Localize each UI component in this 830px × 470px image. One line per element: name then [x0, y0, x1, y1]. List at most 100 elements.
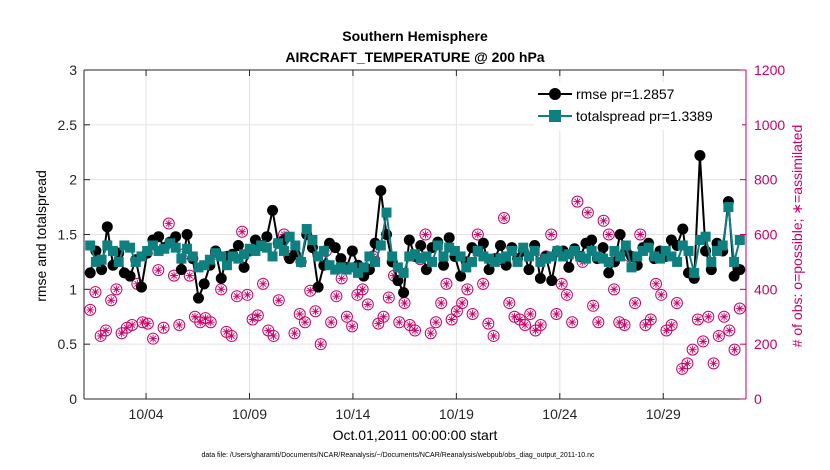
- obs-assimilated-point: [238, 227, 247, 236]
- obs-possible-point: [409, 324, 421, 337]
- obs-possible-point: [487, 329, 500, 342]
- obs-assimilated-point: [243, 290, 252, 299]
- obs-possible-point: [361, 298, 374, 311]
- obs-possible-point: [566, 316, 579, 329]
- obs-assimilated-point: [620, 320, 629, 329]
- totalspread-point: [689, 267, 700, 278]
- totalspread-point: [655, 253, 666, 264]
- obs-assimilated-point: [510, 312, 519, 321]
- totalspread-point: [398, 267, 409, 278]
- obs-possible-point: [99, 324, 112, 337]
- obs-assimilated-point: [662, 326, 671, 335]
- totalspread-point: [113, 256, 124, 267]
- totalspread-point: [580, 253, 591, 264]
- obs-possible-point: [382, 291, 395, 304]
- obs-assimilated-point: [138, 318, 147, 327]
- obs-possible-point: [309, 305, 322, 318]
- totalspread-point: [518, 242, 529, 253]
- obs-possible-point: [655, 288, 668, 301]
- obs-assimilated-point: [735, 304, 744, 313]
- obs-assimilated-point: [201, 314, 210, 323]
- totalspread-point: [375, 240, 386, 251]
- totalspread-point: [421, 251, 432, 262]
- obs-assimilated-point: [688, 345, 697, 354]
- obs-possible-point: [712, 329, 725, 342]
- obs-assimilated-point: [253, 311, 262, 320]
- obs-possible-point: [346, 320, 359, 333]
- obs-assimilated-point: [646, 315, 655, 324]
- totalspread-point: [649, 251, 660, 262]
- rmse-point: [398, 287, 410, 299]
- x-tick-label: 10/29: [646, 406, 681, 422]
- totalspread-point: [341, 264, 352, 275]
- obs-possible-point: [267, 329, 280, 342]
- rmse-point: [443, 232, 455, 244]
- obs-assimilated-point: [170, 271, 179, 280]
- obs-assimilated-point: [117, 329, 126, 338]
- totalspread-point: [199, 260, 210, 271]
- obs-possible-point: [435, 297, 448, 310]
- totalspread-point: [541, 253, 552, 264]
- obs-assimilated-point: [86, 305, 95, 314]
- obs-assimilated-point: [568, 318, 577, 327]
- y-axis-label-left: rmse and totalspread: [33, 170, 49, 302]
- obs-assimilated-point: [395, 318, 404, 327]
- obs-assimilated-point: [269, 331, 278, 340]
- obs-assimilated-point: [306, 286, 315, 295]
- y-tick-label-left: 0.5: [58, 336, 78, 352]
- obs-assimilated-point: [463, 285, 472, 294]
- rmse-point: [135, 281, 147, 293]
- obs-possible-point: [608, 283, 621, 296]
- rmse-point: [101, 221, 113, 233]
- obs-possible-point: [314, 338, 327, 351]
- totalspread-point: [660, 245, 671, 256]
- obs-assimilated-point: [222, 327, 231, 336]
- obs-assimilated-point: [101, 326, 110, 335]
- obs-assimilated-point: [348, 322, 357, 331]
- totalspread-point: [700, 231, 711, 242]
- totalspread-point: [427, 256, 438, 267]
- obs-assimilated-point: [479, 279, 488, 288]
- obs-assimilated-point: [672, 299, 681, 308]
- rmse-point: [215, 272, 227, 284]
- totalspread-point: [523, 251, 534, 262]
- obs-assimilated-point: [699, 337, 708, 346]
- obs-assimilated-point: [379, 312, 388, 321]
- totalspread-point: [666, 251, 677, 262]
- totalspread-point: [290, 240, 301, 251]
- obs-assimilated-point: [217, 285, 226, 294]
- x-tick-label: 10/09: [232, 406, 267, 422]
- obs-assimilated-point: [531, 326, 540, 335]
- totalspread-point: [392, 262, 403, 273]
- obs-assimilated-point: [631, 299, 640, 308]
- obs-possible-point: [519, 318, 532, 331]
- rmse-point: [267, 204, 279, 216]
- obs-assimilated-point: [337, 274, 346, 283]
- chart-title-line2: AIRCRAFT_TEMPERATURE @ 200 hPa: [285, 49, 544, 65]
- obs-possible-point: [110, 283, 123, 296]
- totalspread-point: [153, 245, 164, 256]
- obs-possible-point: [325, 316, 338, 329]
- obs-assimilated-point: [447, 315, 456, 324]
- obs-assimilated-point: [175, 320, 184, 329]
- obs-assimilated-point: [667, 320, 676, 329]
- obs-assimilated-point: [206, 318, 215, 327]
- obs-assimilated-point: [500, 214, 509, 223]
- obs-assimilated-point: [149, 334, 158, 343]
- y-tick-label-right: 1200: [754, 62, 785, 78]
- rmse-point: [494, 239, 506, 251]
- obs-assimilated-point: [641, 320, 650, 329]
- totalspread-point: [147, 240, 158, 251]
- obs-assimilated-point: [709, 359, 718, 368]
- totalspread-point: [187, 251, 198, 262]
- totalspread-point: [637, 245, 648, 256]
- totalspread-point: [609, 245, 620, 256]
- totalspread-point: [90, 256, 101, 267]
- x-tick-label: 10/04: [129, 406, 164, 422]
- totalspread-point: [694, 234, 705, 245]
- obs-possible-point: [173, 318, 186, 331]
- obs-possible-point: [152, 264, 165, 277]
- totalspread-point: [364, 251, 375, 262]
- rmse-point: [437, 259, 449, 271]
- totalspread-point: [717, 240, 728, 251]
